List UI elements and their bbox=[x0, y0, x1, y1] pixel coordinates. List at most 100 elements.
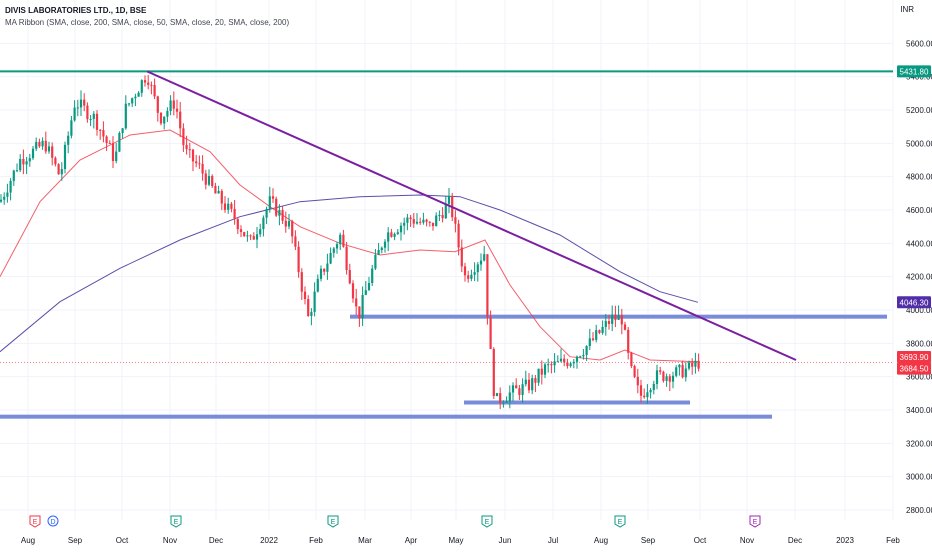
candle-body bbox=[63, 144, 67, 169]
candle-body bbox=[457, 223, 460, 248]
candle-body bbox=[121, 128, 124, 134]
candle-body bbox=[479, 260, 483, 265]
candle-body bbox=[460, 247, 463, 267]
candle-body bbox=[591, 338, 595, 340]
candle-body bbox=[303, 291, 307, 300]
candle-body bbox=[291, 221, 294, 237]
price-tick-label: 4200.00 bbox=[906, 273, 932, 282]
candle-body bbox=[607, 321, 611, 324]
candle-body bbox=[540, 368, 543, 375]
time-tick-label: Aug bbox=[594, 536, 608, 545]
candle-body bbox=[211, 175, 214, 187]
candle-body bbox=[265, 208, 268, 218]
candle-body bbox=[511, 385, 515, 393]
candle-body bbox=[569, 363, 572, 367]
time-tick-label: 2022 bbox=[260, 536, 278, 545]
price-label-text: 4046.30 bbox=[900, 298, 929, 307]
candle-body bbox=[195, 161, 198, 164]
event-marker[interactable]: E bbox=[29, 515, 41, 528]
candle-body bbox=[652, 383, 655, 390]
candle-body bbox=[227, 203, 230, 210]
candle-body bbox=[44, 140, 47, 152]
price-label-text: 5431.80 bbox=[900, 67, 929, 76]
candle-body bbox=[428, 221, 431, 223]
price-tick-label: 3000.00 bbox=[906, 473, 932, 482]
candle-body bbox=[316, 278, 319, 292]
event-marker[interactable]: E bbox=[749, 515, 761, 528]
candle-body bbox=[358, 306, 361, 319]
candle-body bbox=[204, 173, 207, 185]
candle-body bbox=[374, 254, 377, 269]
candle-body bbox=[348, 269, 351, 284]
candle-body bbox=[163, 116, 166, 124]
price-label-bg bbox=[897, 65, 931, 78]
candle-body bbox=[547, 364, 550, 366]
candle-body bbox=[111, 143, 115, 162]
candle-body bbox=[377, 250, 380, 255]
candle-body bbox=[476, 264, 479, 273]
candle-body bbox=[335, 244, 339, 249]
candle-body bbox=[681, 364, 684, 378]
candle-body bbox=[70, 120, 73, 136]
event-marker-label: D bbox=[50, 519, 55, 526]
candle-body bbox=[406, 217, 409, 223]
candle-body bbox=[147, 82, 150, 85]
candle-body bbox=[19, 158, 22, 171]
candle-body bbox=[543, 364, 547, 375]
candle-body bbox=[505, 401, 508, 403]
time-tick-label: Oct bbox=[694, 536, 707, 545]
event-marker-shape bbox=[47, 515, 59, 527]
event-marker[interactable]: D bbox=[47, 515, 59, 527]
price-tick-label: 3800.00 bbox=[906, 339, 932, 348]
candle-body bbox=[287, 221, 291, 227]
event-marker[interactable]: E bbox=[614, 515, 626, 528]
candle-body bbox=[268, 196, 271, 209]
candle-body bbox=[249, 235, 252, 237]
candle-body bbox=[582, 354, 585, 357]
candle-body bbox=[220, 190, 223, 204]
time-axis[interactable]: Aug Sep Oct Nov Dec 2022 Feb Mar Apr May Jun Jul Aug… bbox=[21, 536, 901, 545]
symbol-title[interactable]: DIVIS LABORATORIES LTD., 1D, BSE bbox=[5, 6, 147, 15]
candle-body bbox=[0, 199, 3, 202]
candle-body bbox=[76, 107, 79, 109]
event-marker[interactable]: E bbox=[170, 515, 182, 528]
candle-body bbox=[585, 346, 588, 355]
candle-body bbox=[252, 236, 255, 240]
candle-body bbox=[412, 219, 415, 224]
candle-body bbox=[483, 254, 486, 261]
indicator-title[interactable]: MA Ribbon (SMA, close, 200, SMA, close, … bbox=[5, 18, 290, 27]
candle-body bbox=[57, 164, 60, 175]
candles bbox=[0, 74, 700, 409]
candle-body bbox=[643, 395, 646, 398]
candle-body bbox=[281, 210, 284, 221]
candle-body bbox=[489, 317, 492, 349]
event-marker-shape bbox=[481, 515, 493, 528]
event-marker[interactable]: E bbox=[327, 515, 339, 528]
candle-body bbox=[390, 232, 393, 237]
candle-body bbox=[636, 376, 639, 386]
candle-body bbox=[454, 217, 457, 224]
candle-body bbox=[633, 366, 636, 377]
candle-body bbox=[678, 364, 681, 368]
candle-body bbox=[230, 203, 233, 209]
candle-body bbox=[307, 299, 310, 316]
candle-body bbox=[627, 329, 630, 353]
time-tick-label: Nov bbox=[163, 536, 177, 545]
candle-body bbox=[630, 352, 633, 367]
candle-body bbox=[79, 99, 83, 108]
candle-body bbox=[383, 241, 387, 248]
candle-body bbox=[694, 360, 697, 367]
candle-body bbox=[380, 247, 383, 251]
price-tick-label: 3200.00 bbox=[906, 439, 932, 448]
time-tick-label: Sep bbox=[68, 536, 83, 545]
candle-body bbox=[127, 103, 131, 105]
candle-body bbox=[492, 348, 495, 397]
price-tick-label: 4600.00 bbox=[906, 206, 932, 215]
event-marker[interactable]: E bbox=[481, 515, 493, 528]
candle-body bbox=[601, 326, 604, 333]
price-axis[interactable]: 5600.005400.005200.005000.004800.004600.… bbox=[906, 39, 932, 515]
candle-body bbox=[95, 113, 99, 130]
